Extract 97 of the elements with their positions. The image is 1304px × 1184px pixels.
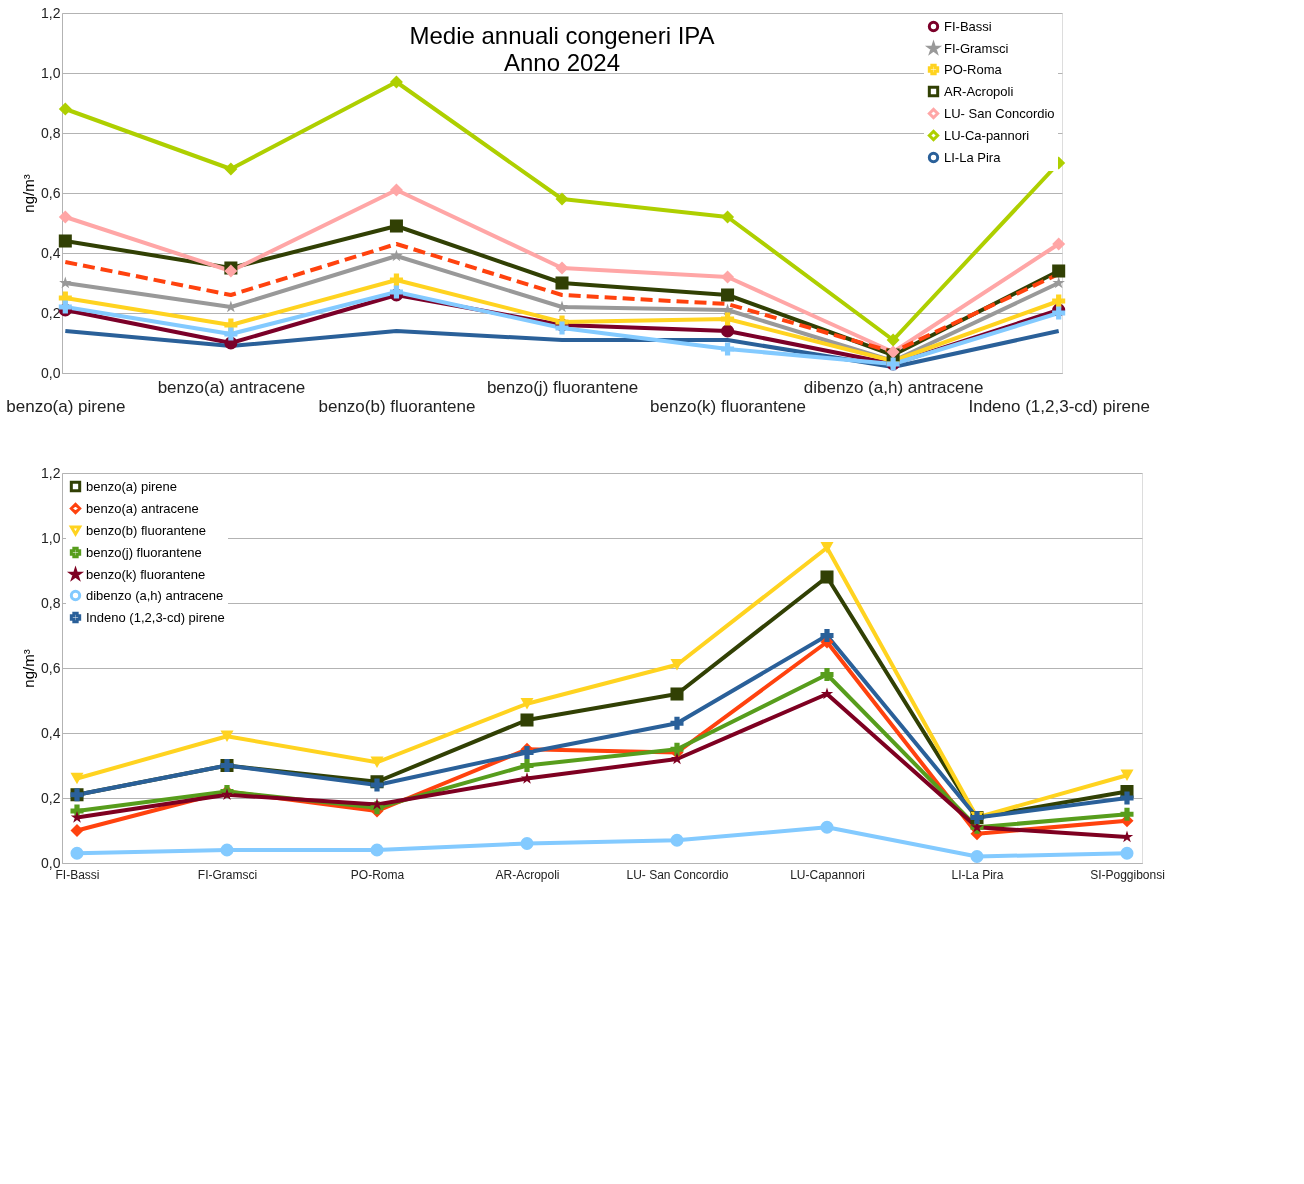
legend-label: LU-Ca-pannori bbox=[944, 127, 1030, 143]
x-tick-label: SI-Poggibonsi bbox=[1090, 867, 1165, 882]
point bbox=[721, 342, 735, 356]
legend-label: benzo(k) fluorantene bbox=[86, 566, 206, 582]
y-tick-label: 0,4 bbox=[41, 724, 61, 741]
point bbox=[721, 312, 735, 326]
legend-label: Indeno (1,2,3-cd) pirene bbox=[86, 609, 225, 625]
point bbox=[59, 276, 72, 289]
legend-label: PO-Roma bbox=[944, 61, 1003, 77]
point bbox=[820, 687, 834, 700]
y-tick-label: 0,8 bbox=[41, 594, 61, 611]
point bbox=[389, 219, 403, 233]
point bbox=[721, 288, 735, 302]
legend-label: benzo(a) antracene bbox=[86, 500, 199, 516]
legend-label: benzo(j) fluorantene bbox=[86, 544, 202, 560]
point bbox=[555, 276, 569, 290]
point bbox=[1052, 264, 1066, 278]
point bbox=[224, 162, 238, 176]
legend-label: LU- San Concordio bbox=[944, 105, 1055, 121]
x-tick-label: FI-Gramsci bbox=[197, 867, 258, 882]
x-tick-label: benzo(a) antracene bbox=[157, 377, 306, 397]
y-tick-label: 1,0 bbox=[41, 529, 61, 546]
point bbox=[1120, 807, 1134, 821]
point bbox=[70, 823, 84, 838]
y-tick-label: 1,0 bbox=[41, 64, 61, 81]
x-tick-label: benzo(j) fluorantene bbox=[486, 377, 639, 397]
point bbox=[555, 192, 569, 206]
point bbox=[670, 833, 684, 847]
legend-label: LI-La Pira bbox=[944, 149, 1002, 165]
y-tick-label: 0,6 bbox=[41, 659, 61, 676]
point bbox=[220, 730, 234, 742]
y-tick-label: 0,4 bbox=[41, 244, 61, 261]
x-tick-label: LU- San Concordio bbox=[626, 867, 729, 882]
y-tick-label: 1,2 bbox=[41, 464, 61, 481]
y-tick-label: 0,0 bbox=[41, 364, 61, 381]
point bbox=[370, 756, 384, 768]
point bbox=[721, 324, 735, 338]
point bbox=[70, 772, 84, 785]
y-axis-title: ng/m³ bbox=[20, 649, 38, 688]
point bbox=[670, 716, 684, 730]
x-tick-label: Indeno (1,2,3-cd) pirene bbox=[968, 396, 1150, 416]
point bbox=[70, 846, 84, 860]
legend-label: benzo(a) pirene bbox=[86, 478, 178, 494]
y-tick-label: 1,2 bbox=[41, 4, 61, 21]
y-axis-title: ng/m³ bbox=[20, 174, 38, 213]
point bbox=[820, 542, 834, 554]
point bbox=[58, 210, 72, 224]
point bbox=[520, 713, 534, 727]
chart-title: Medie annuali congeneri IPA bbox=[409, 22, 715, 49]
legend-label: benzo(b) fluorantene bbox=[86, 522, 206, 538]
point bbox=[670, 687, 684, 701]
point bbox=[886, 333, 900, 347]
point bbox=[390, 249, 403, 262]
point bbox=[520, 836, 534, 851]
point bbox=[520, 758, 534, 773]
point bbox=[820, 820, 834, 834]
point bbox=[224, 327, 238, 341]
y-tick-label: 0,8 bbox=[41, 124, 61, 141]
legend-label: FI-Bassi bbox=[944, 18, 992, 34]
point bbox=[58, 102, 72, 116]
x-tick-label: AR-Acropoli bbox=[495, 867, 560, 882]
x-tick-label: LI-La Pira bbox=[951, 867, 1004, 882]
point bbox=[389, 183, 403, 197]
x-tick-label: benzo(a) pirene bbox=[6, 396, 126, 416]
x-tick-label: benzo(k) fluorantene bbox=[650, 396, 807, 416]
point bbox=[389, 75, 403, 89]
point bbox=[370, 843, 384, 857]
x-tick-label: LU-Capannori bbox=[790, 867, 865, 882]
legend-label: AR-Acropoli bbox=[944, 83, 1014, 99]
text: Anno 2024 bbox=[503, 49, 621, 76]
x-tick-label: PO-Roma bbox=[350, 867, 405, 882]
point bbox=[1120, 769, 1134, 781]
point bbox=[58, 234, 72, 248]
point bbox=[820, 628, 834, 643]
point bbox=[721, 210, 735, 224]
point bbox=[1120, 791, 1134, 805]
x-tick-label: dibenzo (a,h) antracene bbox=[803, 377, 984, 397]
point bbox=[670, 742, 684, 756]
legend-label: dibenzo (a,h) antracene bbox=[86, 587, 224, 603]
point bbox=[1120, 846, 1134, 860]
x-tick-label: benzo(b) fluorantene bbox=[318, 396, 476, 416]
y-tick-label: 0,2 bbox=[41, 789, 61, 806]
y-tick-label: 0,2 bbox=[41, 304, 61, 321]
point bbox=[721, 270, 735, 284]
point bbox=[555, 261, 569, 275]
point bbox=[1052, 237, 1066, 251]
point bbox=[220, 843, 234, 857]
point bbox=[520, 698, 534, 710]
point bbox=[820, 570, 834, 584]
point bbox=[970, 849, 984, 864]
legend-label: FI-Gramsci bbox=[944, 40, 1009, 56]
point bbox=[1052, 294, 1066, 308]
point bbox=[389, 273, 403, 287]
point bbox=[1052, 276, 1065, 289]
y-tick-label: 0,6 bbox=[41, 184, 61, 201]
point bbox=[820, 667, 834, 682]
point bbox=[520, 745, 534, 760]
